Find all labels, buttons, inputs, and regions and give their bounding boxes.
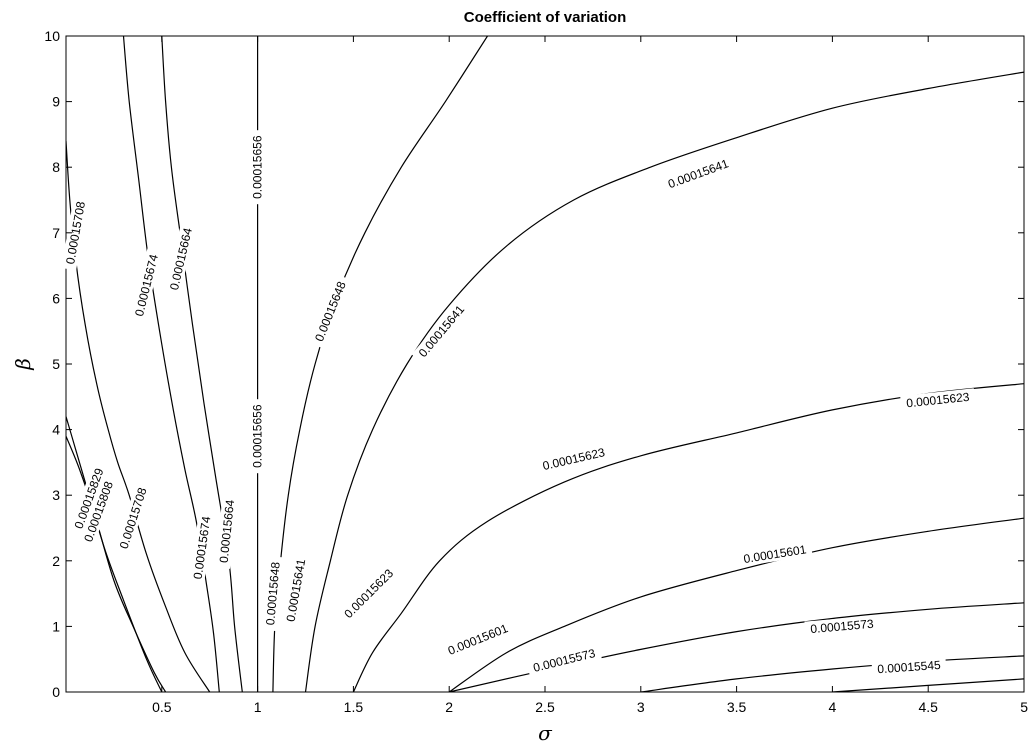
contour-label-background bbox=[411, 297, 471, 365]
contour-label-group: 0.00015573 bbox=[804, 615, 880, 637]
contour-label-background bbox=[215, 493, 238, 569]
y-tick-label: 9 bbox=[52, 94, 60, 110]
contour-label-background bbox=[61, 194, 89, 271]
x-tick-label: 3.5 bbox=[727, 699, 747, 715]
contour-label-background bbox=[281, 552, 310, 628]
y-tick-label: 3 bbox=[52, 487, 60, 503]
plot-frame bbox=[65, 35, 1025, 693]
contour-label-background bbox=[309, 274, 351, 349]
y-axis-ticks: 0 1 2 3 4 5 6 7 8 9 10 bbox=[44, 28, 1024, 700]
contour-label-group: 0.00015656 bbox=[249, 130, 265, 205]
contour-label-background bbox=[535, 442, 612, 475]
contour-label-background bbox=[249, 399, 265, 474]
contour-label-background bbox=[660, 153, 736, 194]
contour-line bbox=[640, 655, 1024, 692]
x-tick-label: 5 bbox=[1020, 699, 1028, 715]
y-tick-label: 0 bbox=[52, 684, 60, 700]
contour-label-group: 0.00015623 bbox=[900, 388, 976, 411]
contour-line bbox=[122, 36, 220, 692]
y-axis-label: β bbox=[11, 358, 35, 371]
x-tick-label: 4 bbox=[829, 699, 837, 715]
y-tick-label: 6 bbox=[52, 290, 60, 306]
contour-label-group: 0.00015545 bbox=[871, 656, 947, 677]
contour-line bbox=[66, 435, 167, 692]
contour-label: 0.00015664 bbox=[217, 499, 238, 564]
contour-label-background bbox=[871, 656, 947, 677]
contour-label-background bbox=[336, 561, 400, 625]
y-tick-label: 8 bbox=[52, 159, 60, 175]
contour-label-background bbox=[68, 460, 109, 536]
y-tick-label: 1 bbox=[52, 618, 60, 634]
x-tick-label: 2 bbox=[445, 699, 453, 715]
x-axis-label: σ bbox=[538, 721, 553, 745]
contour-label: 0.00015545 bbox=[877, 658, 942, 676]
contour-label: 0.00015648 bbox=[263, 561, 283, 626]
contour-label-group: 0.00015664 bbox=[215, 493, 238, 569]
x-tick-label: 0.5 bbox=[152, 699, 172, 715]
contour-line bbox=[352, 383, 1024, 692]
contour-label-background bbox=[78, 474, 118, 549]
contour-label-background bbox=[188, 509, 215, 586]
contour-label-group: 0.00015648 bbox=[261, 556, 284, 632]
contour-line bbox=[448, 517, 1024, 692]
contour-label: 0.00015623 bbox=[906, 390, 971, 411]
contour-label-background bbox=[900, 388, 976, 411]
y-tick-label: 7 bbox=[52, 225, 60, 241]
contour-label-background bbox=[737, 540, 813, 567]
contour-line bbox=[304, 71, 1024, 692]
contour-label-background bbox=[804, 615, 880, 637]
contour-line bbox=[832, 678, 1024, 692]
contour-label: 0.00015573 bbox=[810, 617, 875, 637]
chart-title: Coefficient of variation bbox=[464, 9, 627, 26]
contour-label-background bbox=[526, 643, 602, 677]
contour-label-group: 0.00015656 bbox=[249, 399, 265, 474]
contour-label-background bbox=[129, 247, 163, 323]
x-axis-ticks: 0.5 1 1.5 2 2.5 3 3.5 4 4.5 5 bbox=[152, 36, 1028, 715]
contour-label-background bbox=[440, 618, 515, 660]
x-tick-label: 4.5 bbox=[918, 699, 938, 715]
y-tick-label: 2 bbox=[52, 553, 60, 569]
x-tick-label: 1 bbox=[254, 699, 262, 715]
x-tick-label: 1.5 bbox=[344, 699, 364, 715]
x-tick-label: 2.5 bbox=[535, 699, 555, 715]
contour-label-background bbox=[261, 556, 284, 632]
contour-label: 0.00015656 bbox=[251, 404, 265, 468]
contour-label-background bbox=[114, 480, 152, 556]
y-tick-label: 10 bbox=[44, 28, 60, 44]
contour-label: 0.00015656 bbox=[251, 135, 265, 199]
y-tick-label: 4 bbox=[52, 422, 60, 438]
y-tick-label: 5 bbox=[52, 356, 60, 372]
contour-line bbox=[161, 36, 243, 692]
contour-label-background bbox=[249, 130, 265, 205]
contour-label-background bbox=[164, 221, 197, 297]
x-tick-label: 3 bbox=[637, 699, 645, 715]
